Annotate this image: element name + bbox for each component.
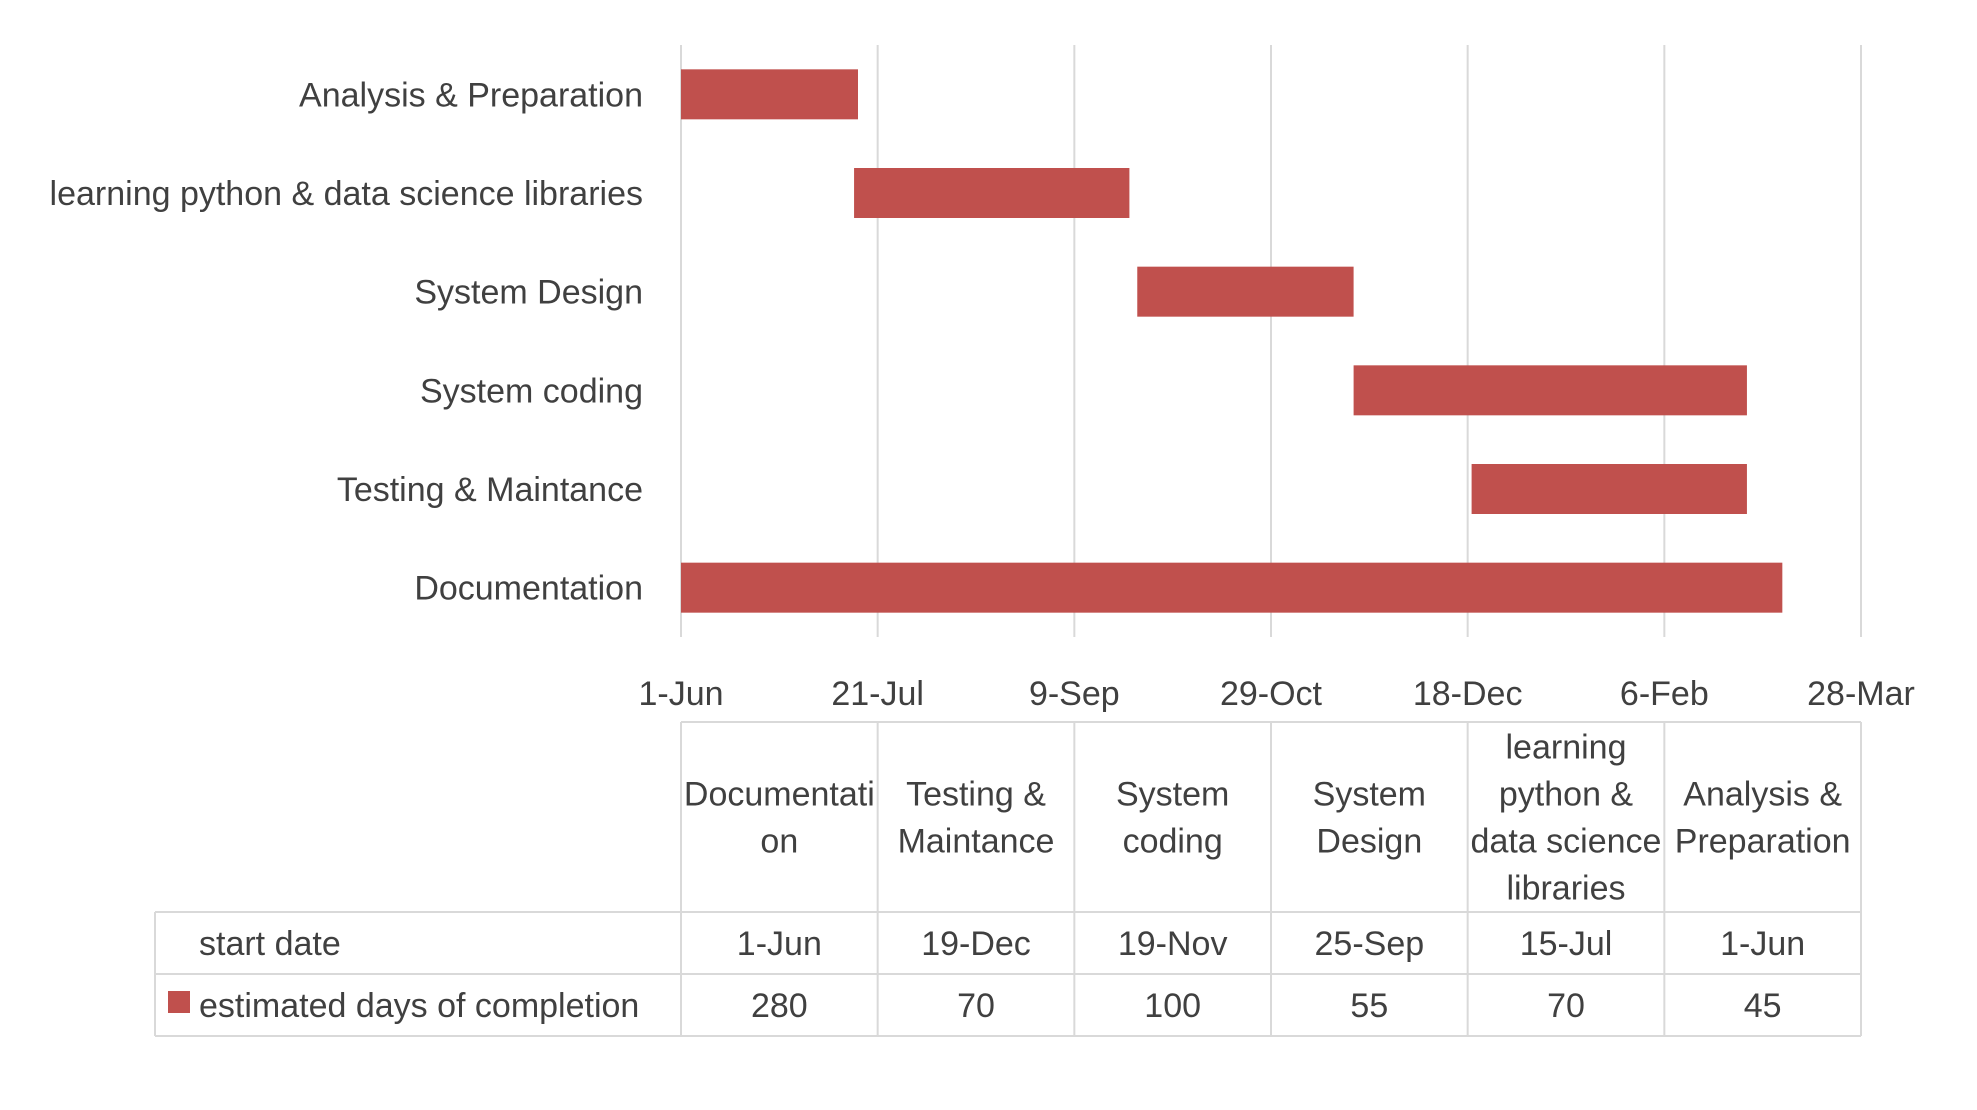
x-tick-label: 9-Sep [1029, 675, 1120, 713]
table-cell: 70 [957, 987, 995, 1025]
table-cell: 19-Dec [921, 925, 1031, 963]
table-header-cell: on [760, 823, 798, 861]
category-label: Documentation [414, 570, 643, 608]
table-cell: 100 [1144, 987, 1201, 1025]
x-tick-label: 28-Mar [1807, 675, 1915, 713]
table-header-cell: Preparation [1675, 823, 1851, 861]
table-cell: 1-Jun [737, 925, 822, 963]
category-label: System Design [414, 274, 643, 312]
table-cell: 70 [1547, 987, 1585, 1025]
table-header-cell: learning [1506, 729, 1627, 767]
table-cell: 45 [1744, 987, 1782, 1025]
x-tick-label: 21-Jul [831, 675, 924, 713]
legend-key [168, 991, 190, 1013]
table-header-cell: python & [1499, 776, 1634, 814]
table-header-cell: System [1313, 776, 1426, 814]
table-header-cell: Design [1316, 823, 1422, 861]
table-header-cell: data science [1471, 823, 1662, 861]
table-header-cell: Maintance [898, 823, 1055, 861]
gantt-bar [1471, 464, 1747, 514]
gantt-bar [854, 168, 1130, 218]
gantt-bar [1137, 266, 1354, 317]
x-tick-label: 1-Jun [638, 675, 723, 713]
table-cell: 25-Sep [1315, 925, 1425, 963]
table-row-label: estimated days of completion [199, 987, 639, 1025]
table-cell: 19-Nov [1118, 925, 1228, 963]
x-tick-label: 6-Feb [1620, 675, 1709, 713]
x-tick-label: 18-Dec [1413, 675, 1523, 713]
table-cell: 280 [751, 987, 808, 1025]
table-header-cell: Documentati [684, 776, 875, 814]
x-tick-label: 29-Oct [1220, 675, 1323, 713]
table-header-cell: coding [1123, 823, 1223, 861]
table-cell: 1-Jun [1720, 925, 1805, 963]
gantt-bar [1353, 365, 1747, 416]
category-label: Testing & Maintance [337, 471, 643, 509]
gantt-bar [681, 562, 1783, 613]
table-cell: 15-Jul [1520, 925, 1613, 963]
table-header-cell: Analysis & [1683, 776, 1842, 814]
category-label: learning python & data science libraries [50, 175, 643, 213]
table-header-cell: libraries [1506, 870, 1625, 908]
table-cell: 55 [1350, 987, 1388, 1025]
table-row-label: start date [199, 925, 341, 963]
category-label: Analysis & Preparation [299, 76, 643, 114]
gantt-bar [681, 69, 858, 120]
table-header-cell: Testing & [906, 776, 1046, 814]
category-label: System coding [420, 372, 643, 410]
table-header-cell: System [1116, 776, 1229, 814]
